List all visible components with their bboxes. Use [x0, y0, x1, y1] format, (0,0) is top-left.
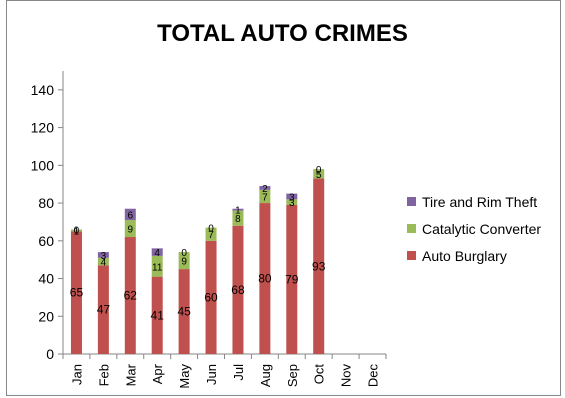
bar-segment [124, 220, 136, 238]
legend-label: Auto Burglary [422, 247, 507, 264]
data-label: 62 [124, 289, 138, 303]
y-tick-label: 20 [38, 308, 54, 324]
x-tick-label: Jul [231, 364, 246, 381]
y-tick-label: 40 [38, 271, 54, 287]
bar-segment [70, 229, 82, 232]
x-tick-label: Feb [96, 364, 111, 386]
x-tick-label: Jan [69, 364, 84, 385]
legend-item-catalytic-converter: Catalytic Converter [407, 215, 541, 242]
legend-label: Catalytic Converter [422, 220, 542, 237]
data-label: 9 [128, 225, 134, 236]
bar-segment [97, 265, 109, 354]
legend-item-tire-and-rim-theft: Tire and Rim Theft [407, 188, 541, 215]
x-tick-label: Oct [312, 364, 327, 385]
data-label: 4 [154, 248, 160, 259]
data-label: 3 [101, 251, 107, 262]
bar-segment [151, 255, 163, 277]
data-label: 60 [204, 290, 218, 304]
data-label: 6 [128, 210, 134, 221]
bar-segment [151, 248, 163, 256]
bar-segment [178, 269, 190, 354]
y-tick-label: 100 [31, 157, 55, 173]
data-label: 47 [97, 303, 111, 317]
data-label: 1 [235, 206, 241, 217]
data-label: 4 [101, 258, 107, 269]
data-label: 7 [208, 230, 214, 241]
x-tick-label: Dec [366, 364, 381, 388]
legend-item-auto-burglary: Auto Burglary [407, 242, 541, 269]
bar-segment [259, 186, 271, 190]
legend: Tire and Rim Theft Catalytic Converter A… [407, 188, 541, 269]
bar-segment [259, 189, 271, 204]
bar-segment [124, 237, 136, 354]
data-label: 0 [316, 165, 322, 176]
bar-segment [178, 252, 190, 270]
bar-segment [97, 257, 109, 266]
data-label: 79 [285, 272, 299, 286]
data-label: 0 [208, 224, 214, 235]
bar-segment [205, 227, 217, 241]
bar-segment [205, 240, 217, 354]
x-tick-label: Nov [339, 364, 354, 388]
data-label: 65 [70, 286, 84, 300]
x-tick-label: Mar [123, 363, 138, 386]
x-tick-label: Apr [150, 363, 165, 384]
bar-segment [97, 252, 109, 258]
bar-segment [286, 193, 298, 200]
legend-swatch [407, 224, 416, 233]
bar-segment [70, 231, 82, 354]
data-label: 3 [289, 198, 295, 209]
bar-segment [232, 208, 244, 211]
bar-segment [151, 276, 163, 354]
data-label: 1 [74, 226, 80, 237]
data-label: 11 [152, 262, 163, 273]
data-label: 3 [289, 192, 295, 203]
chart-title: TOTAL AUTO CRIMES [157, 20, 408, 47]
x-tick-label: Sep [285, 364, 300, 387]
data-label: 9 [181, 257, 187, 268]
bar-segment [124, 208, 136, 221]
y-tick-label: 140 [31, 82, 55, 98]
data-label: 45 [177, 305, 191, 319]
data-label: 8 [235, 214, 241, 225]
bar-segment [232, 225, 244, 354]
legend-label: Tire and Rim Theft [422, 193, 538, 210]
bar-segment [286, 199, 298, 205]
x-tick-label: Jun [204, 364, 219, 385]
bar-segment [286, 204, 298, 354]
data-label: 7 [262, 192, 268, 203]
legend-swatch [407, 251, 416, 260]
data-label: 68 [231, 283, 245, 297]
data-label: 80 [258, 272, 272, 286]
data-label: 93 [312, 259, 326, 273]
bar-segment [313, 178, 325, 354]
data-label: 5 [316, 170, 322, 181]
data-label: 0 [181, 248, 187, 259]
x-tick-label: Aug [258, 364, 273, 387]
data-label: 0 [74, 225, 80, 236]
x-tick-label: May [177, 364, 192, 389]
data-label: 2 [262, 184, 268, 195]
y-tick-label: 80 [38, 195, 54, 211]
legend-swatch [407, 197, 416, 206]
y-tick-label: 120 [31, 120, 55, 136]
y-tick-label: 60 [38, 233, 54, 249]
y-tick-label: 0 [46, 346, 54, 362]
bar-segment [313, 169, 325, 179]
data-label: 41 [151, 308, 165, 322]
bar-segment [232, 210, 244, 226]
bar-segment [259, 203, 271, 354]
